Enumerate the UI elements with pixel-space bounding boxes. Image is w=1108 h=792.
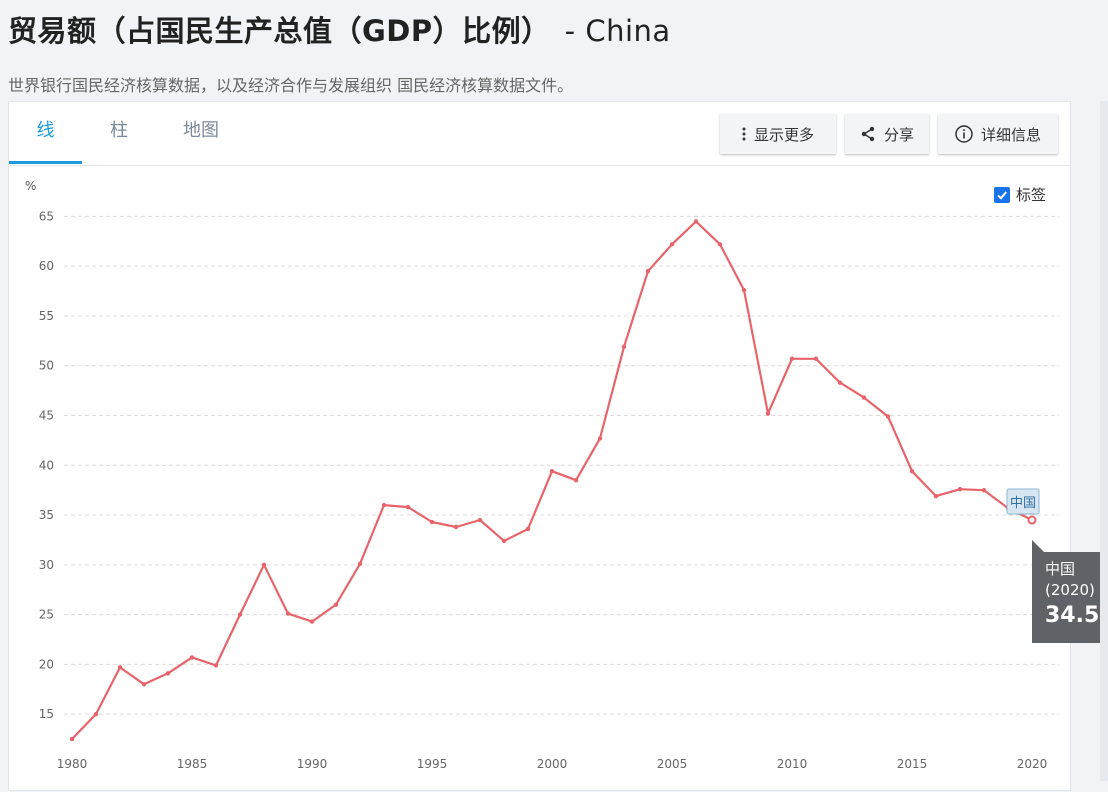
data-point-1988 [261,562,267,568]
data-point-1991 [333,602,339,607]
data-point-1995 [429,519,435,525]
data-point-2010 [789,356,795,361]
tooltip-year: (2020) [1045,581,1095,599]
data-point-2000 [549,469,555,474]
y-tick-label-40: 40 [39,458,54,472]
country-suffix: - China [564,14,671,48]
data-point-2018 [981,487,987,493]
line-chart: 15 20 25 30 35 40 45 50 55 60 65 1980 1985 1990 1995 20… [39,209,1059,771]
data-point-2013 [861,395,867,400]
y-tick-label-25: 25 [39,608,54,622]
data-point-1993 [381,502,387,508]
y-tick-label-60: 60 [39,259,54,273]
data-point-2016 [933,493,939,499]
y-tick-label-50: 50 [39,359,54,373]
data-point-2012 [837,380,843,385]
share-button[interactable]: 分享 [845,114,929,154]
scroll-strip [1100,101,1108,781]
data-point-2001 [573,478,579,483]
y-axis-unit: % [25,179,37,193]
info-icon [955,125,973,143]
data-point-1980 [69,736,75,742]
y-tick-label-20: 20 [39,657,54,671]
data-point-1996 [453,524,459,530]
show-more-label: 显示更多 [753,125,814,144]
tooltip-value: 34.50 [1045,603,1108,628]
data-point-1981 [93,711,99,717]
labels-toggle-label: 标签 [1016,186,1047,204]
chart-tabs: 线 柱 地图 显示更多 分享 详细信息 [9,102,1070,166]
checkmark-icon[interactable] [994,186,1010,203]
data-point-1997 [477,517,483,523]
data-point-1990 [309,619,315,624]
data-point-1982 [117,665,123,670]
labels-toggle[interactable]: 标签 [994,184,1046,205]
x-tick-label-2020: 2020 [1017,757,1048,771]
data-point-2004 [645,268,651,274]
tab-bar[interactable]: 柱 [110,120,128,141]
x-tick-label-2000: 2000 [537,757,568,771]
x-tick-label-1985: 1985 [177,757,208,771]
data-point-2009 [765,411,771,416]
chart-card: 线 柱 地图 显示更多 分享 详细信息 % 标签 15 20 25 30 35 40 [8,101,1071,791]
data-point-1983 [141,682,147,687]
y-tick-label-35: 35 [39,508,54,522]
data-point-2017 [957,486,963,492]
page-title: 贸易额（占国民生产总值（GDP）比例） - China [8,14,671,48]
series-end-label: 中国 [1010,496,1036,511]
share-icon [860,126,876,142]
y-tick-label-55: 55 [39,309,54,323]
x-tick-label-2005: 2005 [657,757,688,771]
data-tooltip: 中国 (2020) 34.50 [1032,540,1108,643]
tab-line[interactable]: 线 [9,102,82,164]
data-point-1998 [501,538,507,544]
y-tick-label-45: 45 [39,409,54,423]
data-point-1999 [525,526,531,532]
tab-map[interactable]: 地图 [183,120,219,141]
data-point-2008 [741,287,747,293]
source-subtitle: 世界银行国民经济核算数据，以及经济合作与发展组织 国民经济核算数据文件。 [8,76,574,95]
show-more-button[interactable]: 显示更多 [720,114,836,154]
data-point-1984 [165,671,171,676]
details-label: 详细信息 [980,125,1041,144]
series-line-china [71,220,1033,740]
y-tick-label-15: 15 [39,707,54,721]
details-button[interactable]: 详细信息 [938,114,1058,154]
data-point-2007 [717,242,723,247]
data-point-2011 [813,356,819,361]
share-label: 分享 [883,125,914,144]
data-point-1994 [405,504,411,510]
series-end-label-box [1006,488,1040,515]
data-point-2002 [597,436,603,441]
data-point-1985 [189,655,195,660]
data-point-1989 [285,611,291,616]
y-tick-label-65: 65 [39,209,54,223]
x-tick-label-2010: 2010 [777,757,808,771]
x-tick-label-2015: 2015 [897,757,928,771]
vertical-dots-icon [742,127,746,141]
data-point-2015 [909,469,915,474]
data-point-2006 [693,219,699,224]
data-point-2003 [621,344,627,350]
data-point-1987 [237,612,243,617]
data-point-1986 [213,663,219,668]
x-tick-label-1995: 1995 [417,757,448,771]
x-tick-label-1980: 1980 [57,757,88,771]
y-tick-label-30: 30 [39,558,54,572]
data-point-2005 [669,242,675,247]
tooltip-country: 中国 [1045,560,1076,578]
data-point-2020-highlight [1027,515,1037,525]
x-tick-label-1990: 1990 [297,757,328,771]
data-point-1992 [357,561,363,567]
data-point-2014 [885,414,891,419]
